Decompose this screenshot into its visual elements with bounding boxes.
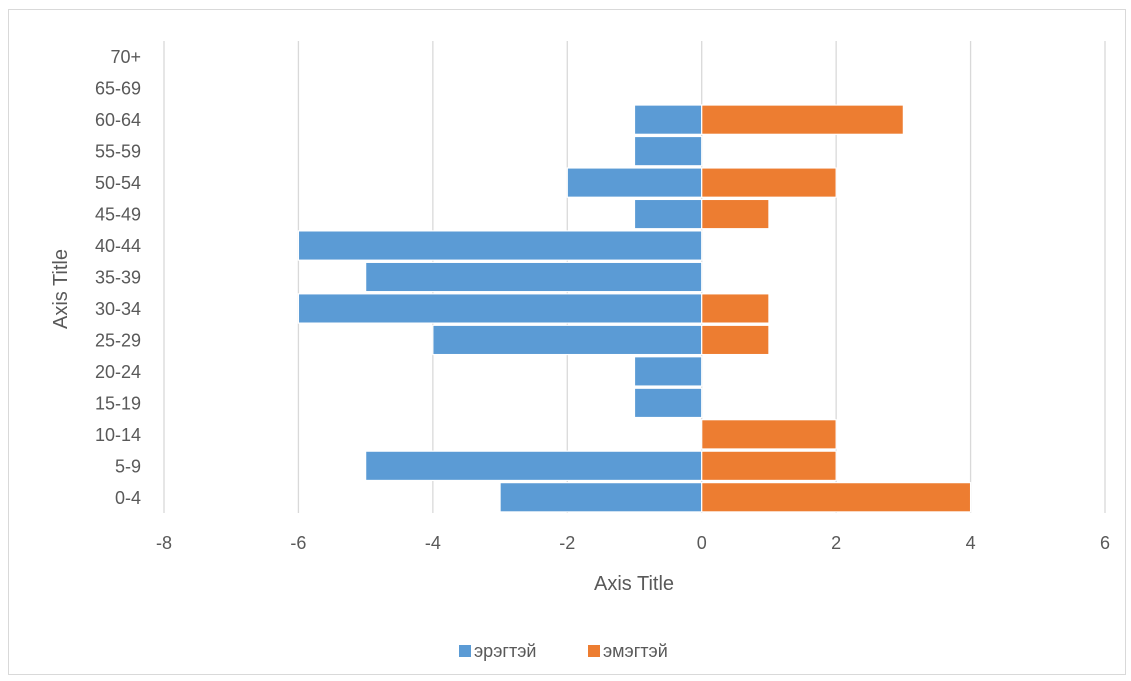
y-tick-label: 20-24 <box>95 362 141 382</box>
bar-male <box>499 482 703 513</box>
y-tick-label: 65-69 <box>95 79 141 99</box>
y-tick-labels: 0-4 5-9 10-14 15-19 20-24 25-29 30-34 35-39 40-4… <box>95 47 141 508</box>
legend-label: эрэгтэй <box>474 641 536 661</box>
y-axis-title: Axis Title <box>50 249 72 329</box>
bar-male <box>365 450 703 482</box>
bar-male <box>633 387 703 419</box>
x-tick-label: -2 <box>559 533 575 553</box>
bar-female <box>701 104 904 135</box>
x-tick-label: 2 <box>831 533 841 553</box>
bar-male <box>432 324 703 356</box>
legend-swatch <box>588 645 600 657</box>
legend: эрэгтэй эмэгтэй <box>459 641 668 661</box>
x-tick-label: 0 <box>697 533 707 553</box>
x-tick-label: 6 <box>1100 533 1110 553</box>
x-tick-label: -8 <box>156 533 172 553</box>
bar-male <box>365 261 703 293</box>
x-tick-label: -4 <box>425 533 441 553</box>
legend-label: эмэгтэй <box>603 641 668 661</box>
bar-male <box>633 198 703 230</box>
bar-female <box>701 324 770 356</box>
y-tick-label: 0-4 <box>115 488 141 508</box>
bar-female <box>701 450 837 482</box>
y-tick-label: 25-29 <box>95 330 141 350</box>
x-axis-title: Axis Title <box>594 573 674 595</box>
bar-male <box>633 104 703 135</box>
y-tick-label: 30-34 <box>95 299 141 319</box>
bar-male <box>633 135 703 167</box>
y-tick-label: 40-44 <box>95 236 141 256</box>
bar-male <box>566 167 703 198</box>
bar-female <box>701 482 972 513</box>
legend-swatch <box>459 645 471 657</box>
y-tick-label: 45-49 <box>95 205 141 225</box>
bar-female <box>701 167 837 198</box>
bar-male <box>633 356 703 387</box>
bar-male <box>297 293 703 324</box>
bars <box>297 104 972 513</box>
y-tick-label: 60-64 <box>95 110 141 130</box>
y-tick-label: 35-39 <box>95 268 141 288</box>
bar-female <box>701 293 770 324</box>
y-tick-label: 55-59 <box>95 142 141 162</box>
y-tick-label: 70+ <box>110 47 141 67</box>
y-tick-label: 50-54 <box>95 173 141 193</box>
x-tick-label: -6 <box>290 533 306 553</box>
x-tick-label: 4 <box>966 533 976 553</box>
y-tick-label: 5-9 <box>115 456 141 476</box>
bar-female <box>701 198 770 230</box>
x-tick-labels: -8 -6 -4 -2 0 2 4 6 <box>156 533 1110 553</box>
y-tick-label: 15-19 <box>95 393 141 413</box>
bar-male <box>297 230 703 261</box>
y-tick-label: 10-14 <box>95 425 141 445</box>
bar-female <box>701 419 837 450</box>
